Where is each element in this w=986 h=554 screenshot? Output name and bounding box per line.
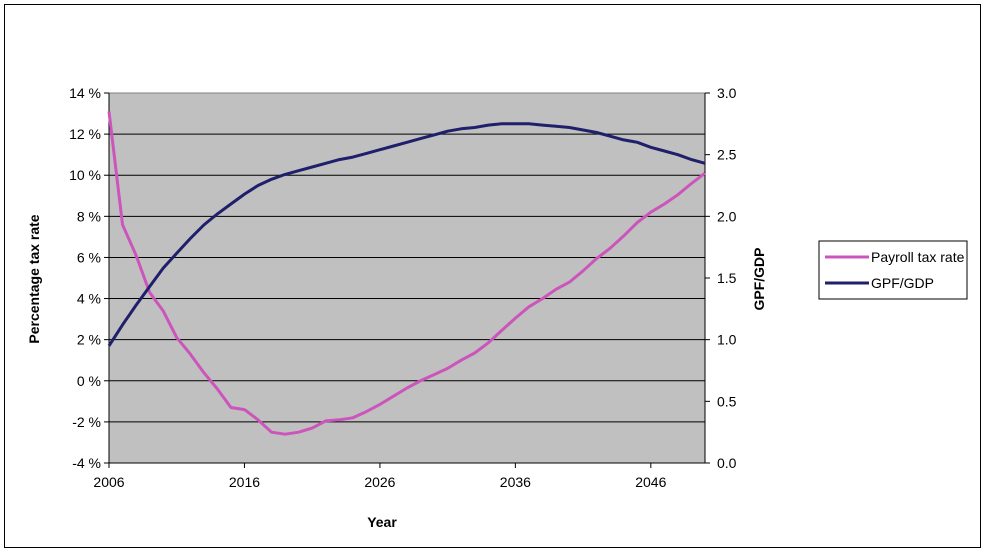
legend-label-payroll-tax-rate: Payroll tax rate [871,249,965,265]
legend: Payroll tax rate GPF/GDP [818,240,968,300]
left-tick-label: -4 % [72,455,101,471]
left-tick-label: 12 % [69,126,101,142]
x-tick-label: 2036 [500,474,531,490]
left-tick-label: 6 % [77,249,101,265]
right-tick-label: 3.0 [717,85,737,101]
right-tick-label: 0.0 [717,455,737,471]
right-axis-ticks: 3.0 2.5 2.0 1.5 1.0 0.5 0.0 [705,85,737,471]
left-tick-label: 8 % [77,208,101,224]
right-axis-title: GPF/GDP [751,247,767,310]
series-line-gpf-gdp [107,122,706,347]
x-axis-ticks: 2006 2016 2026 2036 2046 [93,463,667,490]
legend-label-gpf-gdp: GPF/GDP [871,275,934,291]
left-tick-label: 10 % [69,167,101,183]
x-tick-label: 2006 [93,474,124,490]
left-axis-ticks: 14 % 12 % 10 % 8 % 6 % 4 % 2 % 0 % -2 % -4 % [69,85,109,471]
left-tick-label: 2 % [77,332,101,348]
right-tick-label: 2.5 [717,147,737,163]
series-lines [107,111,706,436]
right-tick-label: 1.5 [717,270,737,286]
left-axis-title: Percentage tax rate [26,214,42,343]
x-tick-label: 2046 [635,474,666,490]
series-line-payroll-tax-rate [107,111,706,436]
right-tick-label: 0.5 [717,393,737,409]
left-tick-label: 0 % [77,373,101,389]
x-tick-label: 2016 [229,474,260,490]
left-tick-label: -2 % [72,414,101,430]
chart-svg: 14 % 12 % 10 % 8 % 6 % 4 % 2 % 0 % -2 % -4 % 3.0 2… [26,85,968,530]
x-axis-title: Year [367,514,397,530]
plot-area [109,93,705,463]
x-tick-label: 2026 [364,474,395,490]
left-tick-label: 4 % [77,291,101,307]
chart-frame: 14 % 12 % 10 % 8 % 6 % 4 % 2 % 0 % -2 % -4 % 3.0 2… [4,4,981,548]
legend-box [818,240,968,300]
left-tick-label: 14 % [69,85,101,101]
right-tick-label: 1.0 [717,332,737,348]
gridlines [109,133,705,423]
right-tick-label: 2.0 [717,208,737,224]
